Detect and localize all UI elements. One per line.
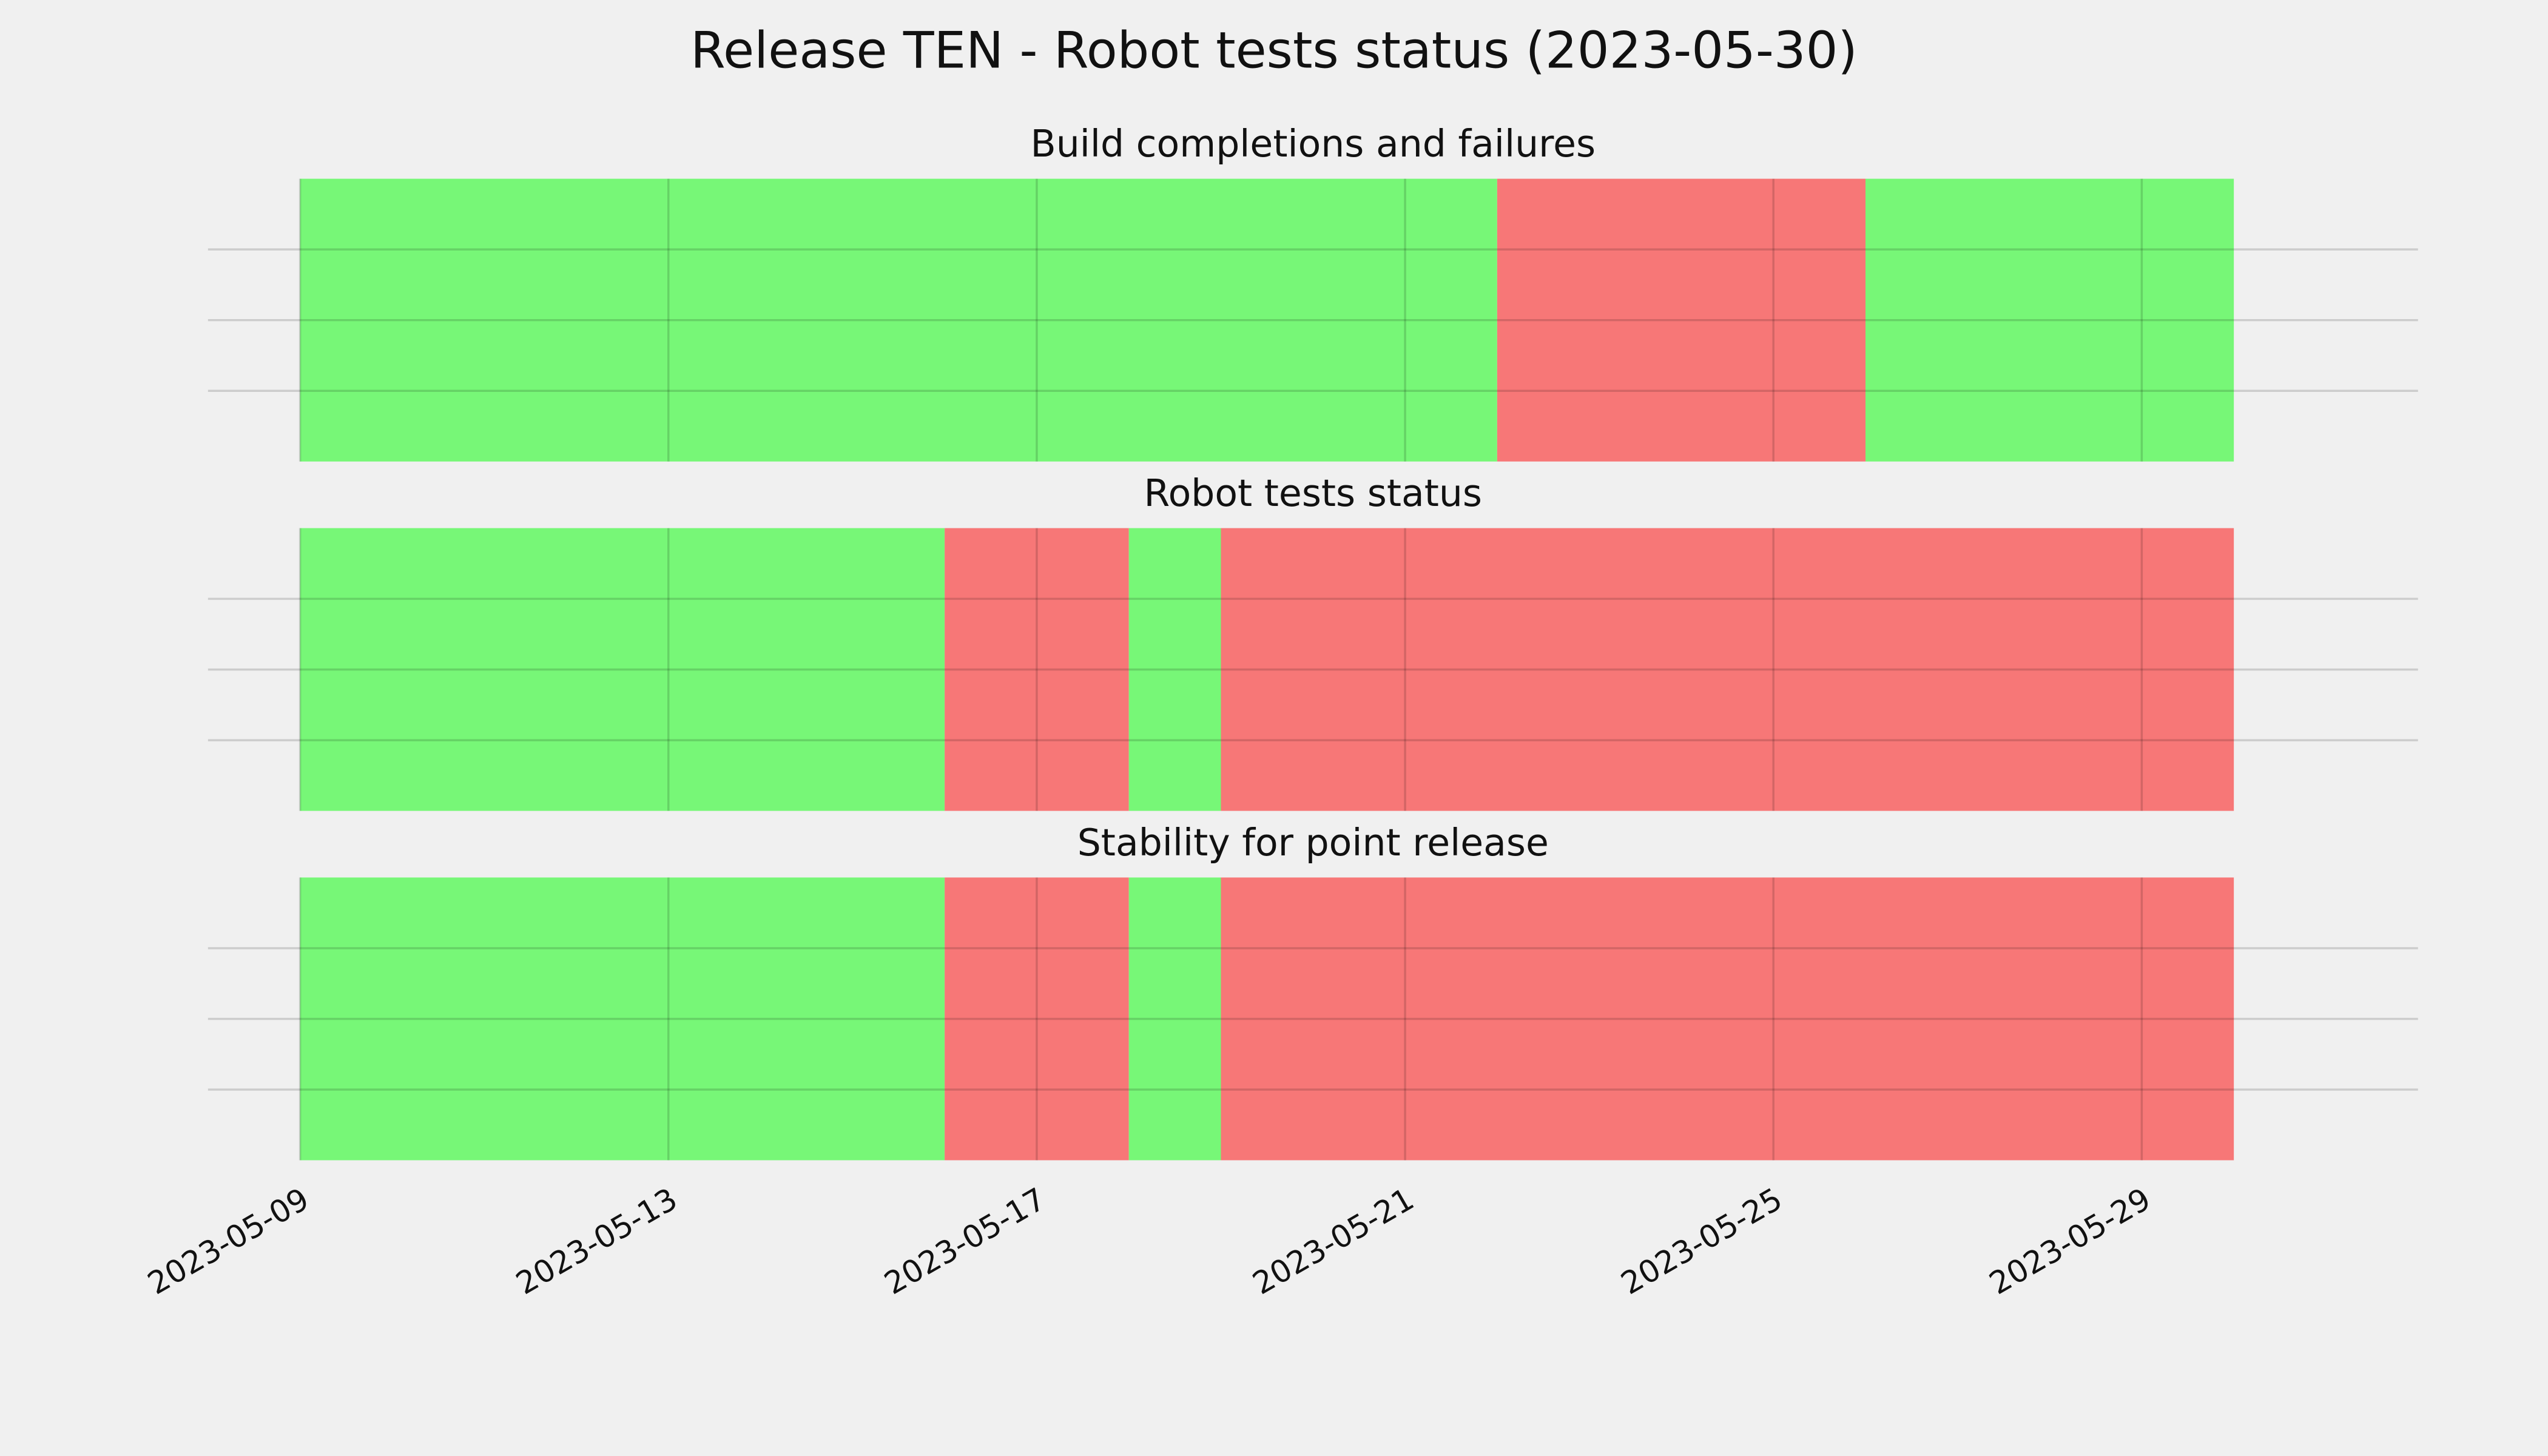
chart-title: Release TEN - Robot tests status (2023-0… [690,21,1858,79]
status-span [300,528,945,811]
subplot-title: Stability for point release [1077,821,1549,864]
subplot-title: Build completions and failures [1030,122,1596,166]
status-span [1221,877,2234,1161]
status-span [1128,528,1221,811]
status-span [1128,877,1221,1161]
status-span [1497,178,1866,462]
status-span [300,178,1497,462]
status-span [1221,528,2234,811]
status-span [300,877,945,1161]
status-span [945,877,1129,1161]
status-span [1866,178,2234,462]
subplot-title: Robot tests status [1144,471,1482,515]
status-span [945,528,1129,811]
